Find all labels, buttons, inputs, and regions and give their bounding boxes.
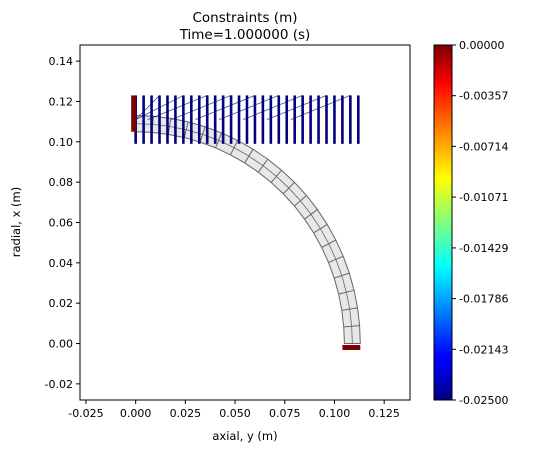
colorbar-tick-label: -0.02500 <box>459 394 508 407</box>
y-axis: -0.02 0.00 0.02 0.04 0.06 0.08 0.10 0.12 0.14 <box>45 55 80 391</box>
plot-background <box>80 45 410 400</box>
x-axis-label: axial, y (m) <box>212 429 277 443</box>
x-tick-label: 0.100 <box>319 407 351 420</box>
x-tick-label: 0.050 <box>219 407 251 420</box>
y-tick-label: 0.08 <box>49 176 74 189</box>
chart-title: Constraints (m) <box>192 10 297 26</box>
x-tick-label: 0.125 <box>368 407 400 420</box>
colorbar-tick-label: -0.01429 <box>459 242 508 255</box>
x-tick-label: 0.025 <box>170 407 202 420</box>
y-tick-label: -0.02 <box>45 378 73 391</box>
y-tick-label: 0.14 <box>49 55 74 68</box>
colorbar-tick-label: -0.02143 <box>459 343 508 356</box>
colorbar-ticks: 0.00000 -0.00357 -0.00714 -0.01071 -0.01429 -… <box>452 39 508 407</box>
x-tick-label: -0.025 <box>68 407 103 420</box>
y-axis-label: radial, x (m) <box>9 187 23 257</box>
colorbar-tick-label: -0.01786 <box>459 293 508 306</box>
colorbar-tick-label: -0.01071 <box>459 191 508 204</box>
colorbar-tick-label: -0.00714 <box>459 140 508 153</box>
x-tick-label: 0.000 <box>120 407 152 420</box>
y-tick-label: 0.10 <box>49 136 74 149</box>
colorbar-gradient <box>434 45 452 400</box>
plot-area <box>80 45 410 400</box>
colorbar-tick-label: 0.00000 <box>459 39 505 52</box>
colorbar: 0.00000 -0.00357 -0.00714 -0.01071 -0.01429 -… <box>434 39 508 407</box>
colorbar-tick-label: -0.00357 <box>459 90 508 103</box>
y-tick-label: 0.00 <box>49 338 74 351</box>
y-tick-label: 0.06 <box>49 217 74 230</box>
y-tick-label: 0.04 <box>49 257 74 270</box>
y-tick-label: 0.12 <box>49 95 74 108</box>
x-axis: -0.025 0.000 0.025 0.050 0.075 0.100 0.125 <box>68 400 400 420</box>
x-tick-label: 0.075 <box>269 407 301 420</box>
chart-subtitle: Time=1.000000 (s) <box>179 27 311 43</box>
y-tick-label: 0.02 <box>49 297 74 310</box>
